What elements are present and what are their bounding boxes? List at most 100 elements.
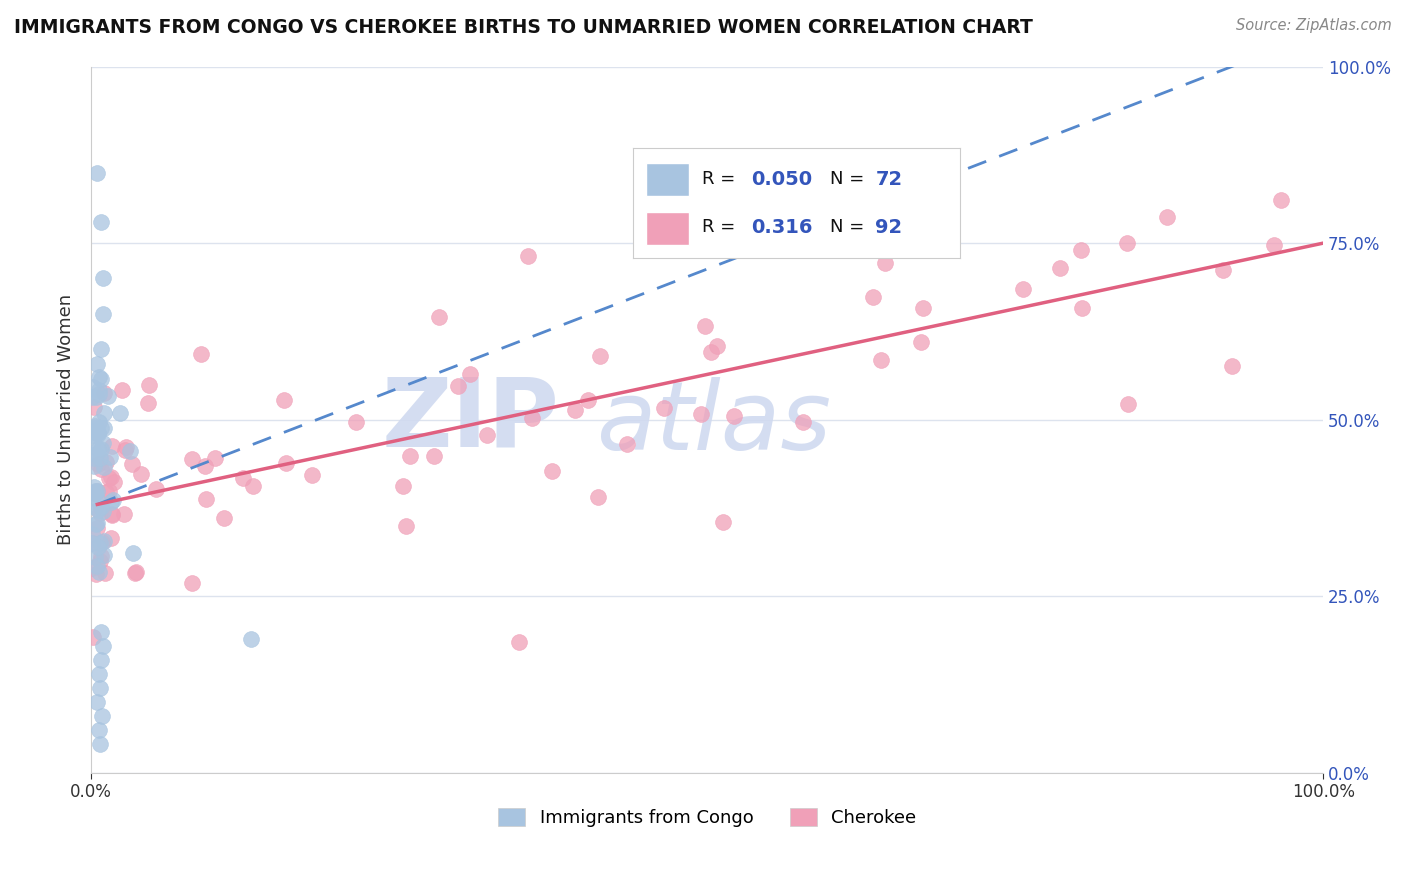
- Point: [83, 400, 105, 414]
- Point: [90, 535, 112, 549]
- Point: [91, 503, 114, 517]
- Point: [138, 377, 160, 392]
- Point: [1070, 243, 1092, 257]
- Point: [87, 387, 110, 401]
- Point: [869, 352, 891, 367]
- Point: [83, 459, 105, 474]
- Point: [93, 406, 115, 420]
- Point: [83, 418, 105, 433]
- Point: [589, 349, 612, 363]
- Point: [87, 383, 110, 397]
- Point: [90, 342, 112, 356]
- Point: [1156, 211, 1178, 225]
- Point: [100, 470, 122, 484]
- FancyBboxPatch shape: [647, 212, 689, 245]
- Point: [82, 536, 104, 550]
- Point: [204, 451, 226, 466]
- Point: [87, 415, 110, 429]
- Point: [84, 390, 107, 404]
- Point: [395, 519, 418, 533]
- Point: [87, 541, 110, 555]
- Point: [89, 535, 111, 549]
- Point: [87, 503, 110, 517]
- Point: [232, 471, 254, 485]
- Point: [82, 560, 104, 574]
- Point: [87, 666, 110, 681]
- Point: [1270, 193, 1292, 207]
- Point: [87, 723, 110, 738]
- FancyBboxPatch shape: [647, 162, 689, 195]
- Point: [91, 709, 114, 723]
- Point: [90, 421, 112, 435]
- Point: [90, 462, 112, 476]
- Point: [93, 639, 115, 653]
- Point: [195, 491, 218, 506]
- Point: [1116, 235, 1139, 250]
- Point: [190, 346, 212, 360]
- Point: [86, 426, 108, 441]
- Point: [690, 407, 713, 421]
- Point: [86, 516, 108, 531]
- Point: [91, 435, 114, 450]
- Point: [145, 482, 167, 496]
- Legend: Immigrants from Congo, Cherokee: Immigrants from Congo, Cherokee: [491, 800, 924, 834]
- Point: [516, 249, 538, 263]
- Point: [194, 459, 217, 474]
- Point: [699, 345, 721, 359]
- Point: [399, 449, 422, 463]
- Point: [84, 421, 107, 435]
- Point: [86, 483, 108, 498]
- Point: [82, 630, 104, 644]
- Point: [82, 428, 104, 442]
- Point: [120, 443, 142, 458]
- Point: [1263, 238, 1285, 252]
- Point: [94, 566, 117, 581]
- Point: [90, 372, 112, 386]
- Point: [83, 480, 105, 494]
- Point: [83, 424, 105, 438]
- Point: [447, 378, 470, 392]
- Point: [89, 681, 111, 695]
- Point: [652, 401, 675, 416]
- Point: [1049, 261, 1071, 276]
- Point: [540, 464, 562, 478]
- Point: [89, 554, 111, 568]
- Point: [101, 439, 124, 453]
- Point: [94, 455, 117, 469]
- Point: [862, 289, 884, 303]
- Point: [86, 516, 108, 531]
- Point: [90, 215, 112, 229]
- Point: [1071, 301, 1094, 315]
- Point: [1212, 263, 1234, 277]
- Point: [98, 450, 121, 464]
- Point: [89, 500, 111, 514]
- Point: [508, 635, 530, 649]
- Point: [1220, 359, 1243, 373]
- Point: [770, 219, 793, 234]
- Point: [427, 310, 450, 324]
- Point: [86, 426, 108, 441]
- Point: [576, 392, 599, 407]
- Point: [912, 301, 935, 315]
- Point: [82, 527, 104, 541]
- Point: [86, 521, 108, 535]
- Point: [122, 545, 145, 559]
- Point: [124, 566, 146, 580]
- Y-axis label: Births to Unmarried Women: Births to Unmarried Women: [58, 294, 75, 545]
- Point: [273, 393, 295, 408]
- Point: [242, 478, 264, 492]
- Point: [83, 450, 105, 465]
- Point: [90, 624, 112, 639]
- Point: [87, 442, 110, 457]
- Point: [344, 415, 367, 429]
- Point: [93, 534, 115, 549]
- Point: [1116, 397, 1139, 411]
- Point: [125, 565, 148, 579]
- Point: [83, 485, 105, 500]
- Text: 0.050: 0.050: [751, 169, 813, 188]
- Text: ZIP: ZIP: [381, 373, 560, 467]
- Text: 92: 92: [876, 218, 903, 237]
- Point: [100, 495, 122, 509]
- Point: [82, 435, 104, 450]
- Point: [86, 357, 108, 371]
